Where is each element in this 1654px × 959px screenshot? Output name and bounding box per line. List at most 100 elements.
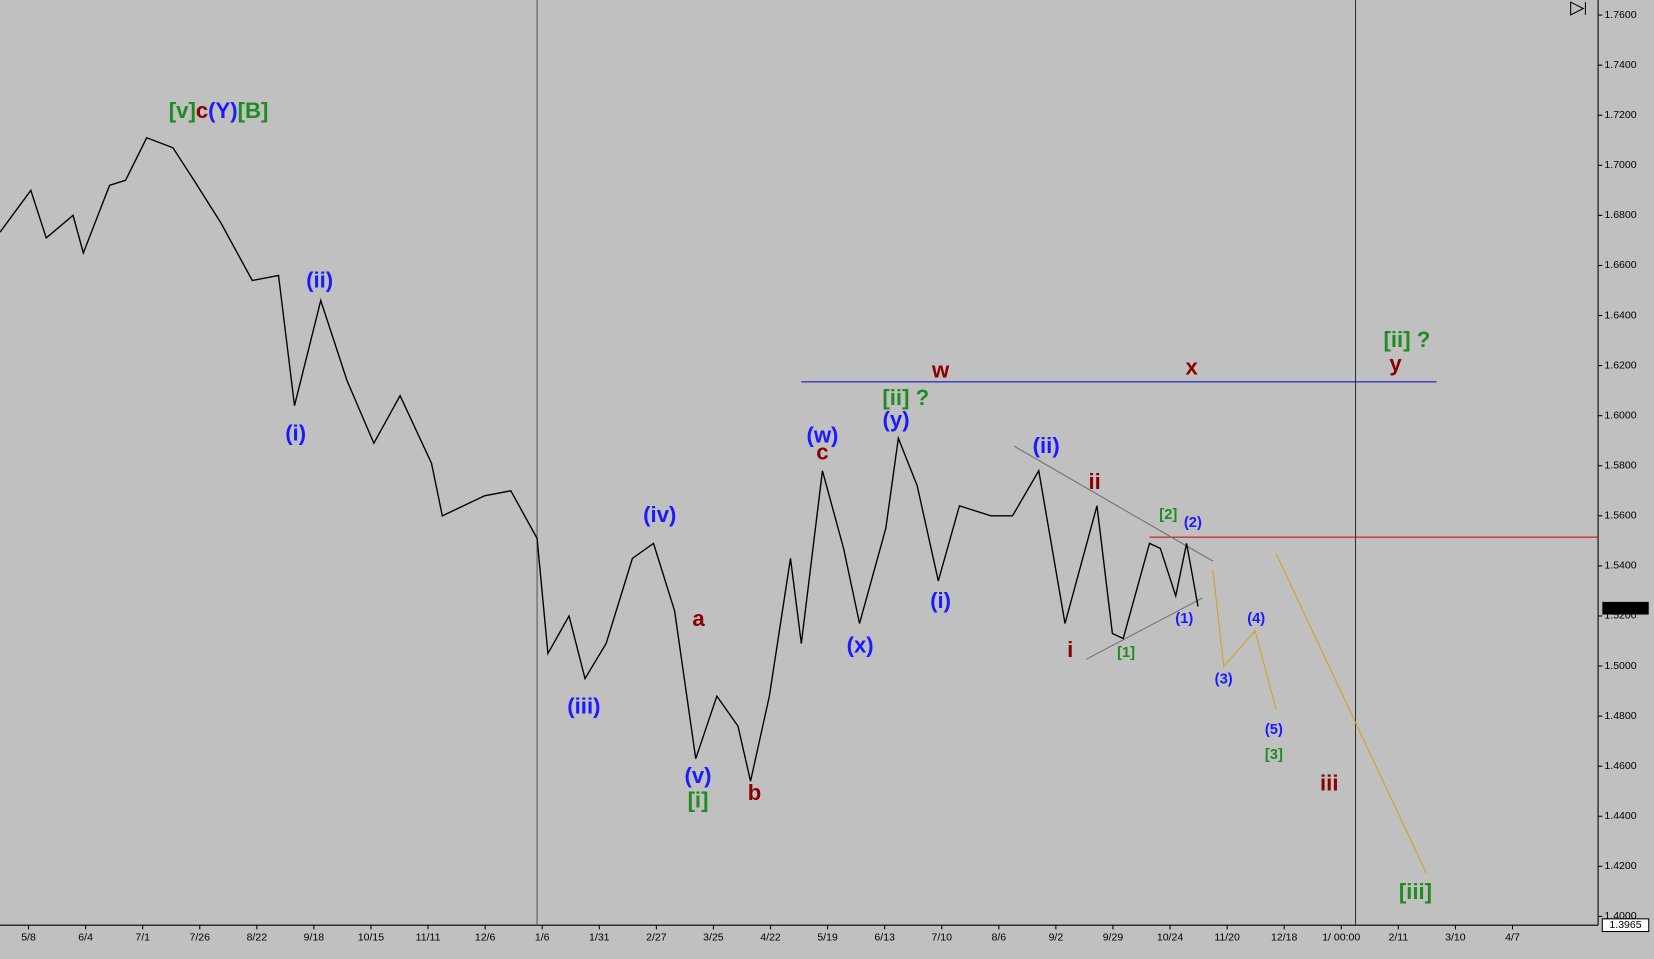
y-tick-label: 1.6200 bbox=[1604, 359, 1636, 371]
x-tick-label: 6/13 bbox=[874, 932, 895, 944]
x-tick-label: 12/6 bbox=[475, 932, 496, 944]
wave-label: b bbox=[748, 780, 762, 805]
wave-label: [v]c(Y)[B] bbox=[169, 98, 269, 123]
y-tick-label: 1.5000 bbox=[1604, 660, 1636, 672]
x-tick-label: 7/1 bbox=[135, 932, 150, 944]
x-tick-label: 12/18 bbox=[1271, 932, 1297, 944]
x-tick-label: 1/31 bbox=[589, 932, 610, 944]
x-tick-label: 4/22 bbox=[760, 932, 781, 944]
wave-label-part: a bbox=[692, 606, 705, 631]
wave-label-part: (ii) bbox=[1033, 433, 1060, 458]
x-tick-label: 9/2 bbox=[1049, 932, 1064, 944]
y-tick-label: 1.7400 bbox=[1604, 59, 1636, 71]
x-tick-label: 11/20 bbox=[1214, 932, 1240, 944]
corner-icon[interactable] bbox=[1570, 1, 1586, 16]
wave-label-part: [B] bbox=[238, 98, 269, 123]
wave-label-part: (y) bbox=[883, 407, 910, 432]
wave-label-part: (i) bbox=[285, 421, 306, 446]
overlay-line bbox=[1212, 569, 1277, 710]
wave-label: (y) bbox=[883, 407, 910, 432]
wave-label-part: [1] bbox=[1117, 645, 1135, 661]
overlay-line bbox=[1275, 553, 1427, 874]
x-tick-label: 10/24 bbox=[1157, 932, 1183, 944]
wave-label-part: c bbox=[816, 440, 828, 465]
wave-label: [1] bbox=[1117, 645, 1135, 661]
wave-label-part: [ii] ? bbox=[882, 385, 929, 410]
wave-label-part: (3) bbox=[1215, 671, 1233, 687]
y-tick-label: 1.4800 bbox=[1604, 710, 1636, 722]
x-tick-label: 7/26 bbox=[190, 932, 211, 944]
wave-label-part: (iii) bbox=[567, 693, 600, 718]
x-tick-label: 2/11 bbox=[1388, 932, 1408, 944]
wave-label-part: b bbox=[748, 780, 762, 805]
y-tick-label: 1.4200 bbox=[1604, 860, 1636, 872]
wave-label-part: (i) bbox=[930, 588, 951, 613]
wave-label-part: [2] bbox=[1159, 507, 1177, 523]
wave-label-part: [v] bbox=[169, 98, 196, 123]
wave-label-part: (4) bbox=[1247, 611, 1265, 627]
y-tick-label: 1.7000 bbox=[1604, 159, 1636, 171]
wave-label-part: [3] bbox=[1265, 747, 1283, 763]
y-tick-label: 1.7200 bbox=[1604, 109, 1636, 121]
x-tick-label: 8/22 bbox=[247, 932, 268, 944]
x-tick-label: 2/27 bbox=[646, 932, 667, 944]
y-tick-label: 1.6800 bbox=[1604, 209, 1636, 221]
last-price-box bbox=[1602, 601, 1649, 615]
wave-label-part: (w) bbox=[806, 423, 838, 448]
wave-label-part: w bbox=[931, 357, 950, 382]
wave-label: y bbox=[1389, 351, 1402, 376]
wave-label: (i) bbox=[930, 588, 951, 613]
wave-label: [3] bbox=[1265, 747, 1283, 763]
x-tick-label: 7/10 bbox=[931, 932, 952, 944]
x-tick-label: 3/25 bbox=[703, 932, 724, 944]
wave-label: w bbox=[931, 357, 950, 382]
wave-label: i bbox=[1067, 637, 1073, 662]
y-tick-label: 1.5600 bbox=[1604, 510, 1636, 522]
wave-label: (i) bbox=[285, 421, 306, 446]
x-tick-label: 9/29 bbox=[1103, 932, 1124, 944]
wave-label-part: (Y) bbox=[208, 98, 238, 123]
x-tick-label: 10/15 bbox=[358, 932, 384, 944]
wave-label: x bbox=[1186, 354, 1199, 379]
wave-label: (v) bbox=[684, 763, 711, 788]
wave-label-part: (x) bbox=[847, 632, 874, 657]
y-tick-label: 1.6400 bbox=[1604, 309, 1636, 321]
x-tick-label: 9/18 bbox=[304, 932, 325, 944]
wave-label: (ii) bbox=[1033, 433, 1060, 458]
price-line bbox=[0, 136, 1199, 782]
wave-label-part: (1) bbox=[1175, 611, 1193, 627]
wave-label-part: (2) bbox=[1184, 515, 1202, 531]
y-tick-label: 1.6000 bbox=[1604, 409, 1636, 421]
wave-label-part: [iii] bbox=[1399, 879, 1432, 904]
wave-label: (5) bbox=[1265, 722, 1283, 738]
axis-min-label: 1.3965 bbox=[1609, 919, 1641, 931]
wave-label: (iii) bbox=[567, 693, 600, 718]
y-tick-label: 1.5800 bbox=[1604, 460, 1636, 472]
wave-label-part: [i] bbox=[688, 787, 709, 812]
overlay-line bbox=[1085, 597, 1203, 660]
wave-label-part: ii bbox=[1089, 469, 1101, 494]
wave-label: (4) bbox=[1247, 611, 1265, 627]
wave-label: [ii] ? bbox=[882, 385, 929, 410]
x-tick-label: 5/8 bbox=[21, 932, 36, 944]
wave-label: c bbox=[816, 440, 828, 465]
x-tick-label: 1/6 bbox=[535, 932, 550, 944]
wave-label-part: iii bbox=[1320, 771, 1338, 796]
wave-label-part: c bbox=[196, 98, 208, 123]
wave-label-part: i bbox=[1067, 637, 1073, 662]
y-tick-label: 1.4400 bbox=[1604, 810, 1636, 822]
wave-label: (iv) bbox=[643, 502, 676, 527]
y-tick-label: 1.5200 bbox=[1604, 610, 1636, 622]
x-tick-label: 5/19 bbox=[817, 932, 838, 944]
wave-label-part: (v) bbox=[684, 763, 711, 788]
wave-label: [2] bbox=[1159, 507, 1177, 523]
y-tick-label: 1.6600 bbox=[1604, 259, 1636, 271]
y-tick-label: 1.7600 bbox=[1604, 9, 1636, 21]
wave-label: ii bbox=[1089, 469, 1101, 494]
x-tick-label: 11/11 bbox=[416, 932, 441, 944]
x-tick-label: 4/7 bbox=[1505, 932, 1520, 944]
wave-label: [iii] bbox=[1399, 879, 1432, 904]
